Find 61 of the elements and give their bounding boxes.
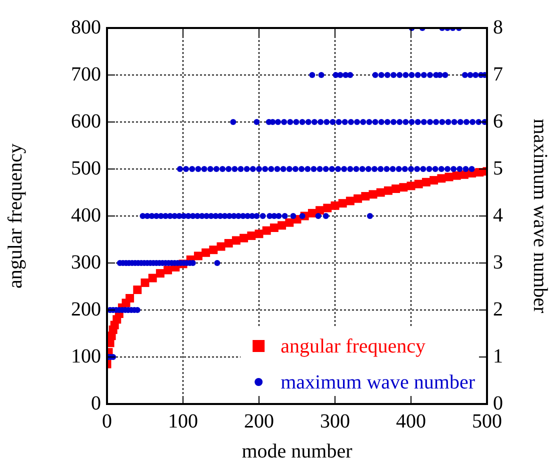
point bbox=[148, 274, 157, 282]
x-tick-label: 100 bbox=[168, 410, 198, 432]
point bbox=[285, 218, 294, 227]
y2-tick-label: 3 bbox=[493, 251, 503, 274]
y2-tick-label: 8 bbox=[493, 16, 503, 38]
point bbox=[262, 226, 271, 235]
point bbox=[330, 201, 340, 210]
point bbox=[406, 182, 416, 190]
point bbox=[156, 269, 164, 278]
point bbox=[240, 234, 248, 242]
y-tick-label: 200 bbox=[71, 298, 101, 320]
y-tick-label: 300 bbox=[71, 251, 101, 274]
point bbox=[399, 183, 408, 192]
y2-tick-label: 2 bbox=[493, 298, 503, 320]
legend-label: angular frequency bbox=[280, 335, 426, 358]
point bbox=[368, 190, 378, 199]
point bbox=[414, 180, 423, 188]
y2-tick-label: 4 bbox=[493, 204, 503, 226]
point bbox=[194, 252, 202, 260]
y-tick-label: 100 bbox=[71, 345, 101, 368]
point bbox=[278, 221, 286, 230]
point bbox=[422, 178, 430, 186]
point bbox=[270, 224, 278, 232]
x-tick-label: 300 bbox=[320, 410, 350, 432]
point bbox=[437, 174, 446, 183]
point bbox=[140, 278, 150, 287]
point bbox=[346, 196, 354, 206]
x-tick-label: 200 bbox=[244, 410, 274, 432]
y2-tick-label: 7 bbox=[493, 63, 503, 86]
y-tick-label: 600 bbox=[71, 110, 101, 132]
y-tick-label: 500 bbox=[71, 157, 101, 180]
point bbox=[133, 286, 142, 294]
y2-tick-label: 5 bbox=[493, 157, 503, 180]
point bbox=[392, 184, 400, 193]
y-axis-title: angular frequency bbox=[4, 144, 26, 288]
point bbox=[323, 204, 332, 212]
point bbox=[384, 186, 392, 195]
point bbox=[164, 266, 172, 274]
point bbox=[354, 194, 362, 203]
point bbox=[209, 246, 218, 254]
y-tick-label: 0 bbox=[91, 392, 101, 414]
point bbox=[126, 294, 134, 302]
y2-tick-label: 6 bbox=[493, 110, 503, 132]
point bbox=[232, 236, 240, 245]
y-tick-label: 400 bbox=[71, 204, 101, 226]
point bbox=[338, 199, 347, 208]
y2-tick-label: 1 bbox=[493, 345, 503, 368]
point bbox=[247, 232, 256, 240]
point bbox=[202, 248, 210, 257]
point bbox=[254, 230, 264, 238]
legend-label: maximum wave number bbox=[280, 371, 476, 394]
point bbox=[216, 242, 226, 251]
point bbox=[224, 239, 233, 248]
x-axis-title: mode number bbox=[242, 440, 353, 462]
y-tick-label: 800 bbox=[71, 16, 101, 38]
point bbox=[430, 176, 438, 185]
point bbox=[475, 168, 484, 177]
y-tick-label: 700 bbox=[71, 63, 101, 86]
point bbox=[361, 192, 370, 201]
y2-axis-title: maximum wave number bbox=[528, 118, 551, 314]
x-tick-label: 400 bbox=[396, 410, 426, 432]
